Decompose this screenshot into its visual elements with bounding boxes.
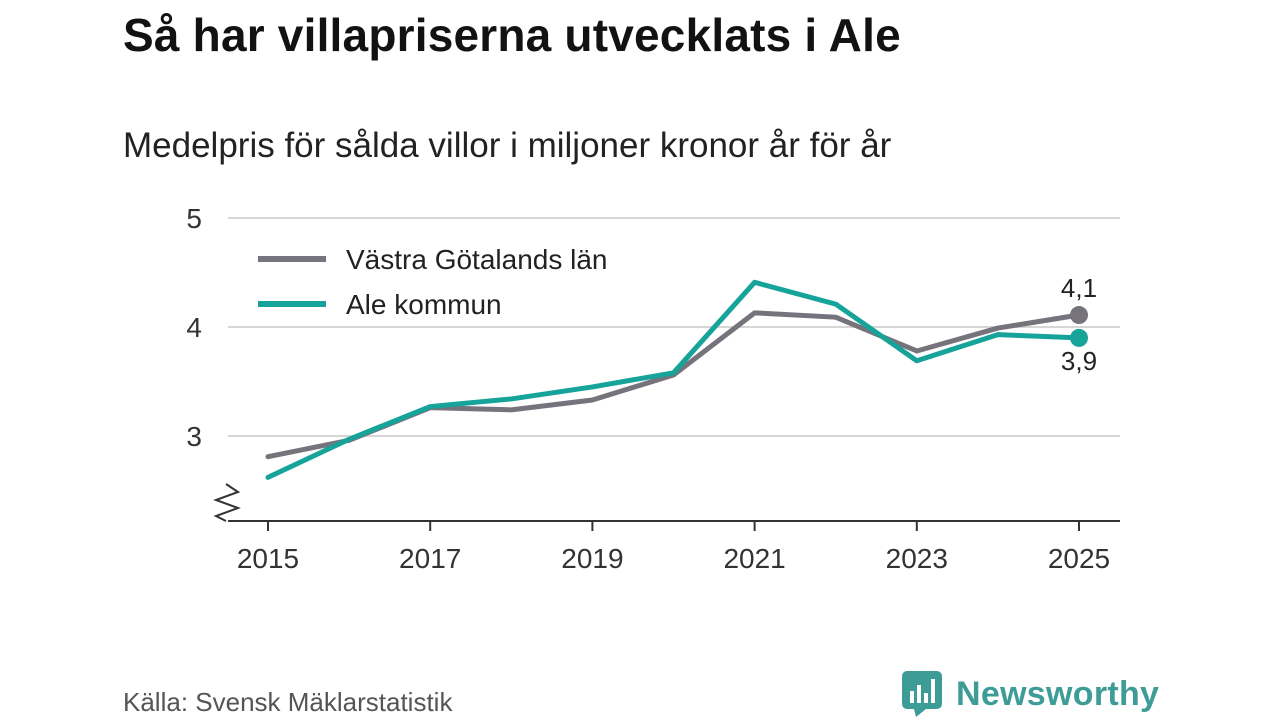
series-end-point-0 — [1070, 306, 1088, 325]
axis-layer: 3 4 5 2015 2017 2019 2021 2023 2025 — [186, 203, 1120, 574]
legend-label-0: Västra Götalands län — [346, 244, 608, 275]
chart-subtitle: Medelpris för sålda villor i miljoner kr… — [123, 126, 892, 165]
series-line-1 — [265, 279, 1082, 480]
x-tick-label: 2025 — [1048, 543, 1110, 574]
y-tick-label: 5 — [186, 203, 202, 234]
axis-break-icon — [213, 483, 241, 522]
label-layer: 4,1 3,9 — [1061, 273, 1097, 376]
series-end-point-1 — [1070, 328, 1088, 347]
end-value-label: 3,9 — [1061, 346, 1097, 376]
brand-logo: Newsworthy — [902, 670, 1159, 718]
x-tick-label: 2023 — [886, 543, 948, 574]
legend: Västra Götalands län Ale kommun — [258, 244, 608, 320]
brand-name: Newsworthy — [956, 674, 1160, 713]
x-tick-label: 2015 — [237, 543, 299, 574]
newsworthy-logo-icon — [902, 671, 942, 717]
x-tick-label: 2019 — [561, 543, 623, 574]
source-note: Källa: Svensk Mäklarstatistik — [123, 687, 453, 717]
chart-title: Så har villapriserna utvecklats i Ale — [123, 9, 901, 61]
y-tick-label: 4 — [186, 312, 202, 343]
end-value-label: 4,1 — [1061, 273, 1097, 303]
y-tick-label: 3 — [186, 421, 202, 452]
x-tick-label: 2021 — [723, 543, 785, 574]
series-layer — [265, 279, 1088, 480]
x-tick-label: 2017 — [399, 543, 461, 574]
grid-layer — [228, 217, 1120, 437]
legend-label-1: Ale kommun — [346, 289, 502, 320]
